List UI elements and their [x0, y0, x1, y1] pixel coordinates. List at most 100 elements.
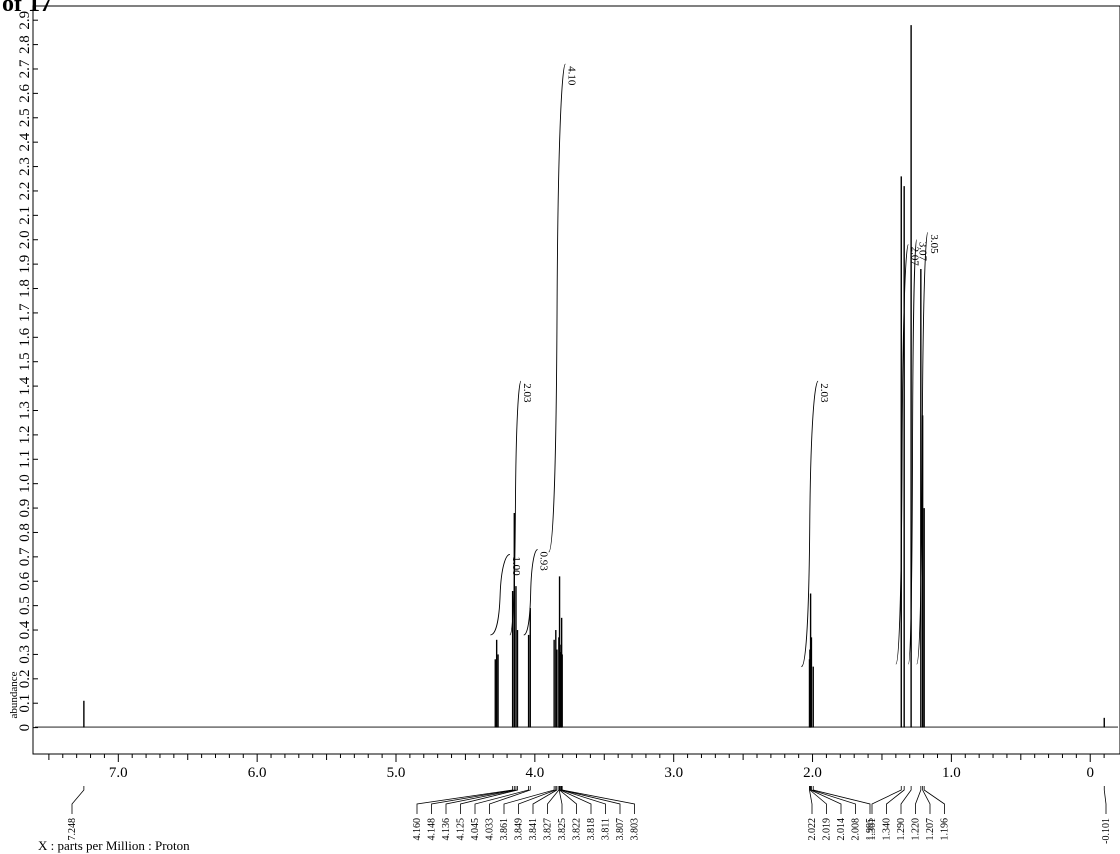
peak-label: 4.033 [485, 818, 496, 841]
peak-label-leader [886, 786, 905, 814]
peak-label-leader [71, 786, 85, 814]
x-tick-label: 6.0 [248, 765, 267, 781]
peak-label: 1.361 [867, 818, 878, 841]
integral-value: 2.07 [908, 247, 920, 267]
y-tick-label: 2.5 [17, 108, 33, 127]
peak-label-leader [474, 786, 529, 814]
x-tick-label: 5.0 [387, 765, 406, 781]
integral-curve [895, 244, 909, 665]
integral-curve [916, 231, 929, 665]
peak-label: 2.022 [807, 818, 818, 841]
y-tick-label: 2.4 [17, 132, 33, 151]
integral-curve [800, 380, 819, 668]
peak-label: 3.841 [528, 818, 539, 841]
peak-label-leader [809, 786, 827, 814]
y-tick-label: 1.8 [17, 279, 33, 298]
peak-label-leader [558, 786, 563, 814]
y-tick-label: 0.8 [17, 523, 33, 542]
peak-labels: 7.248 4.160 4.148 4.136 4.125 4.045 4.033 3.861… [67, 786, 1112, 844]
peak-label-leader [810, 786, 842, 814]
plot-frame [32, 5, 1120, 755]
peak-label: 4.045 [470, 818, 481, 841]
y-tick-label: 0.1 [17, 694, 33, 713]
peak-label: 1.220 [911, 818, 922, 841]
peak-label-leader [532, 786, 558, 814]
integral-curve [907, 239, 918, 665]
y-tick-label: 2.9 [17, 11, 33, 30]
peak-label-leader [431, 786, 515, 814]
peak-label-leader [811, 786, 856, 814]
peak-label-leader [518, 786, 557, 814]
integral-value: 3.07 [917, 242, 929, 262]
peak-label-leader [489, 786, 531, 814]
peak-label: 3.803 [630, 818, 641, 841]
y-tick-label: 2.3 [17, 157, 33, 176]
integral-value: 1.00 [510, 556, 522, 576]
peak-label: 2.014 [836, 818, 847, 841]
y-tick-label: 1.1 [17, 450, 33, 469]
peak-label: 4.148 [427, 818, 438, 841]
peak-label: 1.207 [925, 818, 936, 841]
peak-label-leader [900, 786, 912, 814]
x-tick-label: 0 [1086, 765, 1094, 781]
y-tick-label: 0.9 [17, 499, 33, 518]
peak-label: 1.196 [940, 818, 951, 841]
peak-label-leader [812, 786, 871, 814]
x-axis-label: X : parts per Million : Proton [38, 838, 190, 853]
peak-label-leader [503, 786, 555, 814]
peak-label: 3.811 [601, 818, 612, 840]
integral-value: 4.10 [565, 66, 577, 86]
peak-label: 3.825 [557, 818, 568, 841]
integral-value: 0.93 [538, 552, 550, 572]
spectrum-peaks [83, 25, 1105, 728]
peak-label: 3.861 [499, 818, 510, 841]
peak-label: 4.160 [412, 818, 423, 841]
integral-curve [548, 63, 566, 553]
y-tick-label: 1.7 [17, 303, 33, 322]
peak-label: 7.248 [67, 818, 78, 841]
peak-label: 3.818 [586, 818, 597, 841]
integral-value: 2.03 [521, 383, 533, 403]
y-tick-label: 1.2 [17, 426, 33, 445]
y-tick-label: 0.6 [17, 571, 33, 590]
y-tick-label: 2.2 [17, 182, 33, 201]
peak-label: 1.290 [896, 818, 907, 841]
y-tick-label: 0.5 [17, 596, 33, 615]
peak-label-leader [416, 786, 514, 814]
peak-label: 1.340 [882, 818, 893, 841]
peak-label-leader [561, 786, 621, 814]
peak-label-leader [809, 786, 813, 814]
peak-label: 3.827 [543, 818, 554, 841]
page-title: of 17 [2, 0, 52, 17]
peak-label: 3.849 [514, 818, 525, 841]
peak-label-leader [1103, 786, 1107, 814]
y-tick-label: 1.4 [17, 376, 33, 395]
y-tick-label: 1.0 [17, 474, 33, 493]
x-tick-label: 1.0 [942, 765, 961, 781]
y-tick-label: 2.0 [17, 230, 33, 249]
y-tick-label: 1.5 [17, 352, 33, 371]
peak-label-leader [871, 786, 902, 814]
peak-label-leader [922, 786, 931, 814]
x-tick-label: 2.0 [803, 765, 822, 781]
peak-label-leader [915, 786, 922, 814]
y-axis-label: abundance [8, 671, 20, 718]
y-tick-label: 1.6 [17, 327, 33, 346]
x-axis: 7.0 6.0 5.0 4.0 3.0 2.0 1.0 0 [48, 754, 1105, 781]
integral-value: 3.05 [928, 234, 940, 254]
y-tick-label: 0.4 [17, 620, 33, 639]
peak-label: 3.822 [572, 818, 583, 841]
y-tick-label: 2.8 [17, 35, 33, 54]
peak-label-leader [560, 786, 606, 814]
peak-label-leader [923, 786, 945, 814]
integral-curves: 1.00 2.03 0.93 4.10 2.03 2.073.07 3.05 [490, 63, 940, 668]
peak-label: 3.807 [615, 818, 626, 841]
peak-label-leader [460, 786, 518, 814]
peak-label: 2.008 [851, 818, 862, 841]
y-tick-label: 0 [17, 724, 33, 732]
peak-label: -0.101 [1101, 818, 1112, 844]
peak-label: 1.995 [865, 818, 876, 841]
integral-curve [490, 553, 511, 636]
peak-label: 4.125 [456, 818, 467, 841]
